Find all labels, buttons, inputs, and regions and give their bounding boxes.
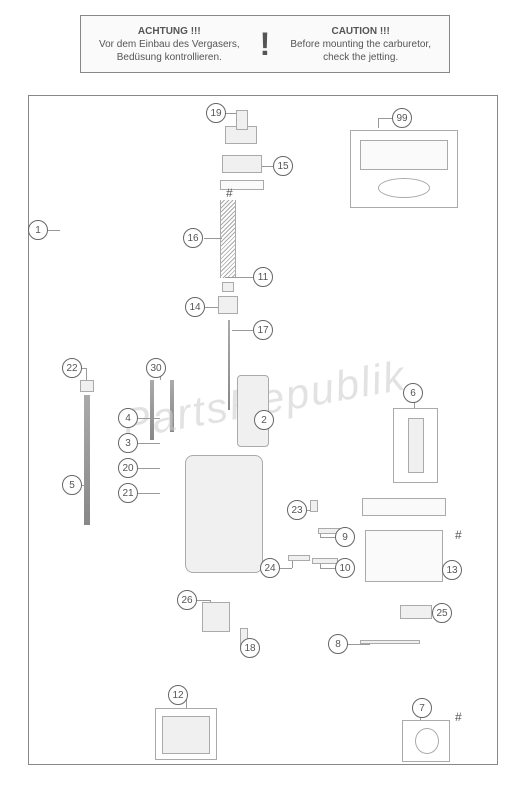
part-cover — [222, 155, 262, 173]
part-screw24 — [288, 555, 310, 561]
part-screws — [236, 110, 248, 130]
part-spring — [220, 200, 236, 278]
callout-20: 20 — [118, 458, 138, 478]
caution-divider: ! — [258, 16, 273, 72]
part-gasket2 — [362, 498, 446, 516]
part-cover99a — [360, 140, 448, 170]
callout-17: 17 — [253, 320, 273, 340]
leader-line — [82, 485, 86, 486]
callout-8: 8 — [328, 634, 348, 654]
callout-10: 10 — [335, 558, 355, 578]
part-oring99 — [378, 178, 430, 198]
part-float — [162, 716, 210, 754]
part-shield — [202, 602, 230, 632]
callout-4: 4 — [118, 408, 138, 428]
leader-line — [378, 118, 379, 128]
part-drain — [415, 728, 439, 754]
leader-line — [292, 560, 293, 568]
callout-15: 15 — [273, 156, 293, 176]
part-adapter — [218, 296, 238, 314]
leader-line — [138, 468, 160, 469]
hash-mark: # — [455, 710, 462, 724]
callout-21: 21 — [118, 483, 138, 503]
callout-9: 9 — [335, 527, 355, 547]
part-needle — [228, 320, 230, 410]
caution-de: ACHTUNG !!! Vor dem Einbau des Vergasers… — [81, 21, 258, 68]
hash-mark: # — [455, 528, 462, 542]
callout-12: 12 — [168, 685, 188, 705]
callout-18: 18 — [240, 638, 260, 658]
callout-25: 25 — [432, 603, 452, 623]
leader-line — [197, 600, 210, 601]
caution-de-text: Vor dem Einbau des Vergasers, Bedüsung k… — [99, 39, 240, 63]
leader-line — [320, 537, 336, 538]
callout-7: 7 — [412, 698, 432, 718]
hash-mark: # — [226, 186, 233, 200]
callout-2: 2 — [254, 410, 274, 430]
leader-line — [86, 368, 87, 380]
part-clip2 — [80, 380, 94, 392]
callout-22: 22 — [62, 358, 82, 378]
part-jet2 — [170, 380, 174, 432]
callout-3: 3 — [118, 433, 138, 453]
part-pin8 — [360, 640, 420, 644]
callout-23: 23 — [287, 500, 307, 520]
caution-de-title: ACHTUNG !!! — [89, 25, 250, 38]
leader-line — [348, 644, 370, 645]
callout-5: 5 — [62, 475, 82, 495]
leader-line — [204, 238, 222, 239]
caution-box: ACHTUNG !!! Vor dem Einbau des Vergasers… — [80, 15, 450, 73]
part-jet — [150, 380, 154, 440]
callout-14: 14 — [185, 297, 205, 317]
callout-30: 30 — [146, 358, 166, 378]
part-screw10 — [312, 558, 338, 564]
leader-line — [48, 230, 60, 231]
callout-6: 6 — [403, 383, 423, 403]
leader-line — [320, 568, 336, 569]
callout-19: 19 — [206, 103, 226, 123]
part-bowl — [365, 530, 443, 582]
callout-99: 99 — [392, 108, 412, 128]
leader-line — [138, 493, 160, 494]
caution-en-title: CAUTION !!! — [280, 25, 441, 38]
callout-16: 16 — [183, 228, 203, 248]
callout-13: 13 — [442, 560, 462, 580]
caution-en-text: Before mounting the carburetor, check th… — [290, 39, 431, 63]
part-body — [185, 455, 263, 573]
callout-24: 24 — [260, 558, 280, 578]
caution-en: CAUTION !!! Before mounting the carburet… — [272, 21, 449, 68]
part-plunger — [408, 418, 424, 473]
leader-line — [138, 418, 160, 419]
part-screw23 — [310, 500, 318, 512]
part-lever25 — [400, 605, 432, 619]
callout-11: 11 — [253, 267, 273, 287]
callout-26: 26 — [177, 590, 197, 610]
part-clip — [222, 282, 234, 292]
leader-line — [138, 443, 160, 444]
part-tube — [84, 395, 90, 525]
callout-1: 1 — [28, 220, 48, 240]
